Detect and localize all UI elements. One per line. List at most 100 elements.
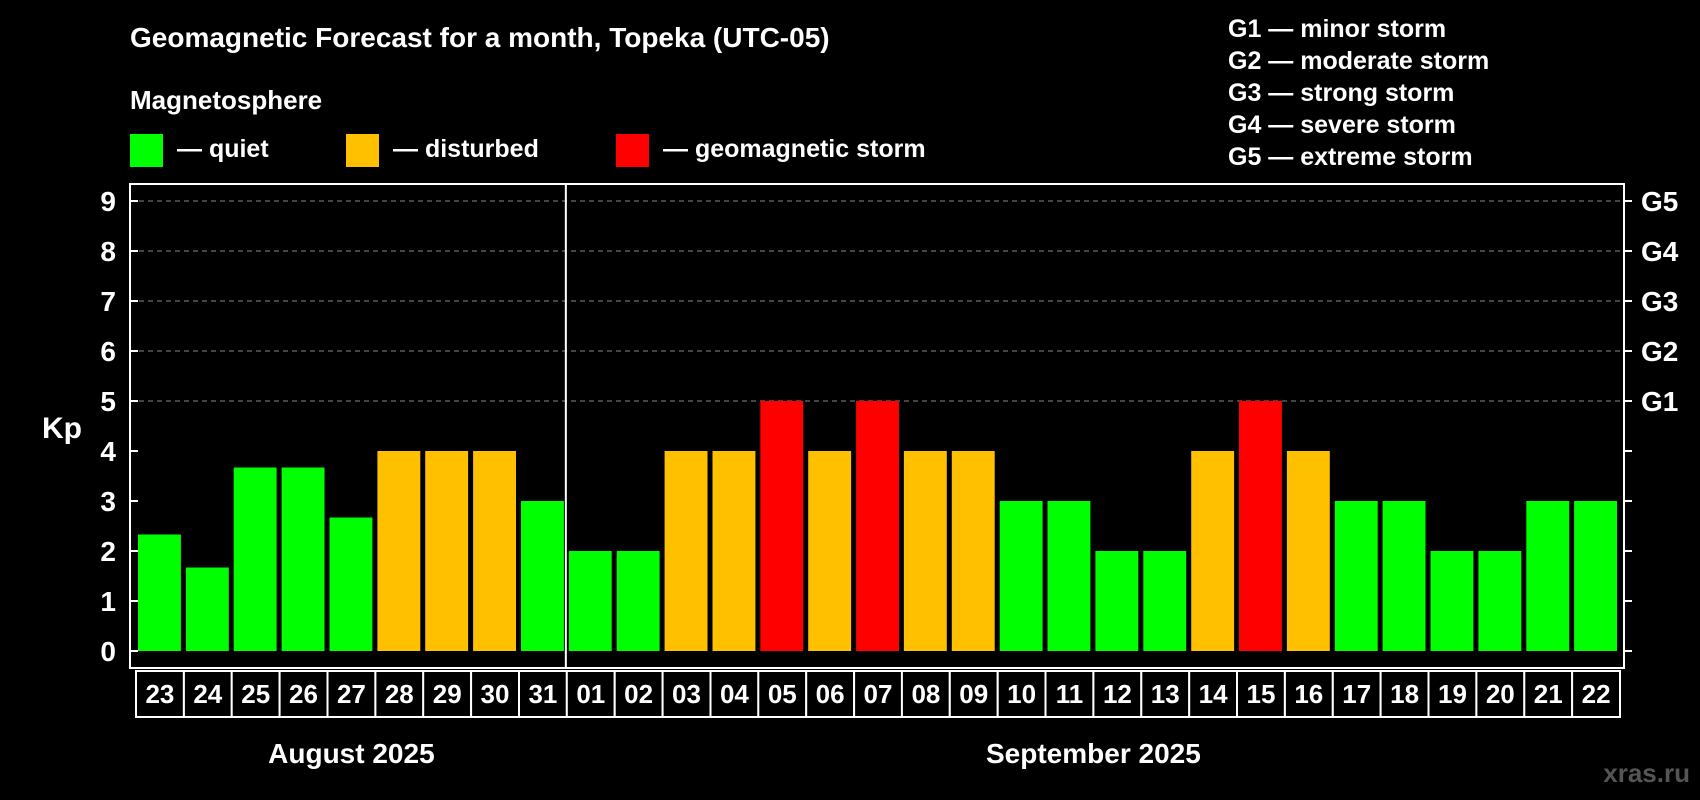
date-label-29: 29	[433, 679, 462, 709]
date-label-30: 30	[481, 679, 510, 709]
date-box-27	[326, 670, 377, 718]
date-box-14	[1188, 670, 1239, 718]
date-label-22: 22	[1582, 679, 1611, 709]
right-axis-label-g3: G3	[1641, 286, 1678, 317]
legend-heading: Magnetosphere	[130, 85, 322, 115]
legend-swatch-quiet	[130, 134, 163, 167]
date-label-02: 02	[624, 679, 653, 709]
bar-16	[1286, 451, 1330, 651]
date-label-18: 18	[1390, 679, 1419, 709]
right-axis-label-g5: G5	[1641, 186, 1678, 217]
right-axis-label-g4: G4	[1641, 236, 1679, 267]
date-box-13	[1140, 670, 1191, 718]
bar-26	[281, 467, 325, 651]
plot-frame	[129, 183, 1625, 669]
date-box-21	[1523, 670, 1574, 718]
date-label-03: 03	[672, 679, 701, 709]
date-label-31: 31	[528, 679, 557, 709]
storm-scale-g1: G1 — minor storm	[1228, 15, 1446, 43]
bar-08	[903, 451, 947, 651]
date-label-04: 04	[720, 679, 749, 709]
bar-03	[664, 451, 708, 651]
date-box-08	[900, 670, 951, 718]
bar-11	[1047, 501, 1091, 651]
date-label-01: 01	[576, 679, 605, 709]
date-label-27: 27	[337, 679, 366, 709]
storm-scale-g4: G4 — severe storm	[1228, 111, 1456, 139]
bar-12	[1095, 551, 1139, 651]
date-label-12: 12	[1103, 679, 1132, 709]
bar-04	[712, 451, 756, 651]
date-label-05: 05	[768, 679, 797, 709]
bar-01	[568, 551, 612, 651]
date-label-11: 11	[1056, 679, 1084, 709]
date-label-24: 24	[193, 679, 222, 709]
date-label-09: 09	[959, 679, 988, 709]
storm-scale-g2: G2 — moderate storm	[1228, 47, 1489, 75]
date-label-08: 08	[911, 679, 940, 709]
storm-scale-g3: G3 — strong storm	[1228, 79, 1454, 107]
legend-swatch-disturbed	[346, 134, 379, 167]
y-tick-label-2: 2	[100, 536, 116, 567]
date-label-06: 06	[816, 679, 845, 709]
y-tick-label-8: 8	[100, 236, 116, 267]
month-label-0: August 2025	[268, 738, 435, 769]
legend-label-disturbed: — disturbed	[393, 135, 539, 163]
date-box-07	[853, 670, 903, 718]
bar-18	[1382, 501, 1426, 651]
bar-24	[185, 567, 229, 651]
date-box-16	[1283, 670, 1334, 718]
date-box-10	[996, 670, 1047, 718]
date-label-14: 14	[1199, 679, 1228, 709]
date-label-16: 16	[1294, 679, 1323, 709]
y-tick-label-6: 6	[100, 336, 116, 367]
bar-29	[425, 451, 469, 651]
y-tick-label-4: 4	[100, 436, 116, 467]
bar-20	[1478, 551, 1522, 651]
y-axis-label: Kp	[42, 412, 82, 445]
date-box-11	[1044, 670, 1095, 718]
y-tick-label-7: 7	[100, 286, 116, 317]
bar-06	[808, 451, 852, 651]
right-axis-label-g2: G2	[1641, 336, 1678, 367]
bar-22	[1574, 501, 1617, 651]
bar-21	[1526, 501, 1570, 651]
date-label-13: 13	[1151, 679, 1180, 709]
date-label-23: 23	[145, 679, 174, 709]
date-label-21: 21	[1534, 679, 1563, 709]
bar-31	[521, 501, 564, 651]
y-tick-label-0: 0	[100, 636, 116, 667]
bar-27	[329, 517, 373, 651]
date-label-28: 28	[385, 679, 414, 709]
bar-19	[1430, 551, 1474, 651]
date-box-04	[709, 670, 760, 718]
bar-07	[856, 401, 899, 651]
date-label-20: 20	[1486, 679, 1515, 709]
date-label-15: 15	[1247, 679, 1276, 709]
date-box-23	[135, 670, 185, 718]
month-label-1: September 2025	[986, 738, 1201, 769]
legend-label-quiet: — quiet	[177, 135, 269, 163]
date-box-15	[1236, 670, 1286, 718]
y-tick-label-1: 1	[100, 586, 116, 617]
bar-30	[473, 451, 516, 651]
date-box-28	[374, 670, 425, 718]
date-box-29	[422, 670, 473, 718]
bar-09	[951, 451, 995, 651]
bar-05	[760, 401, 804, 651]
right-axis-label-g1: G1	[1641, 386, 1678, 417]
bar-13	[1143, 551, 1187, 651]
date-label-10: 10	[1007, 679, 1036, 709]
date-box-30	[470, 670, 521, 718]
bar-17	[1334, 501, 1378, 651]
date-label-25: 25	[241, 679, 270, 709]
legend-swatch-storm	[616, 134, 649, 167]
bar-23	[138, 534, 181, 651]
bar-10	[999, 501, 1043, 651]
date-box-05	[757, 670, 808, 718]
date-label-26: 26	[289, 679, 318, 709]
watermark: xras.ru	[1603, 758, 1690, 788]
storm-scale-g5: G5 — extreme storm	[1228, 143, 1473, 171]
y-tick-label-3: 3	[100, 486, 116, 517]
